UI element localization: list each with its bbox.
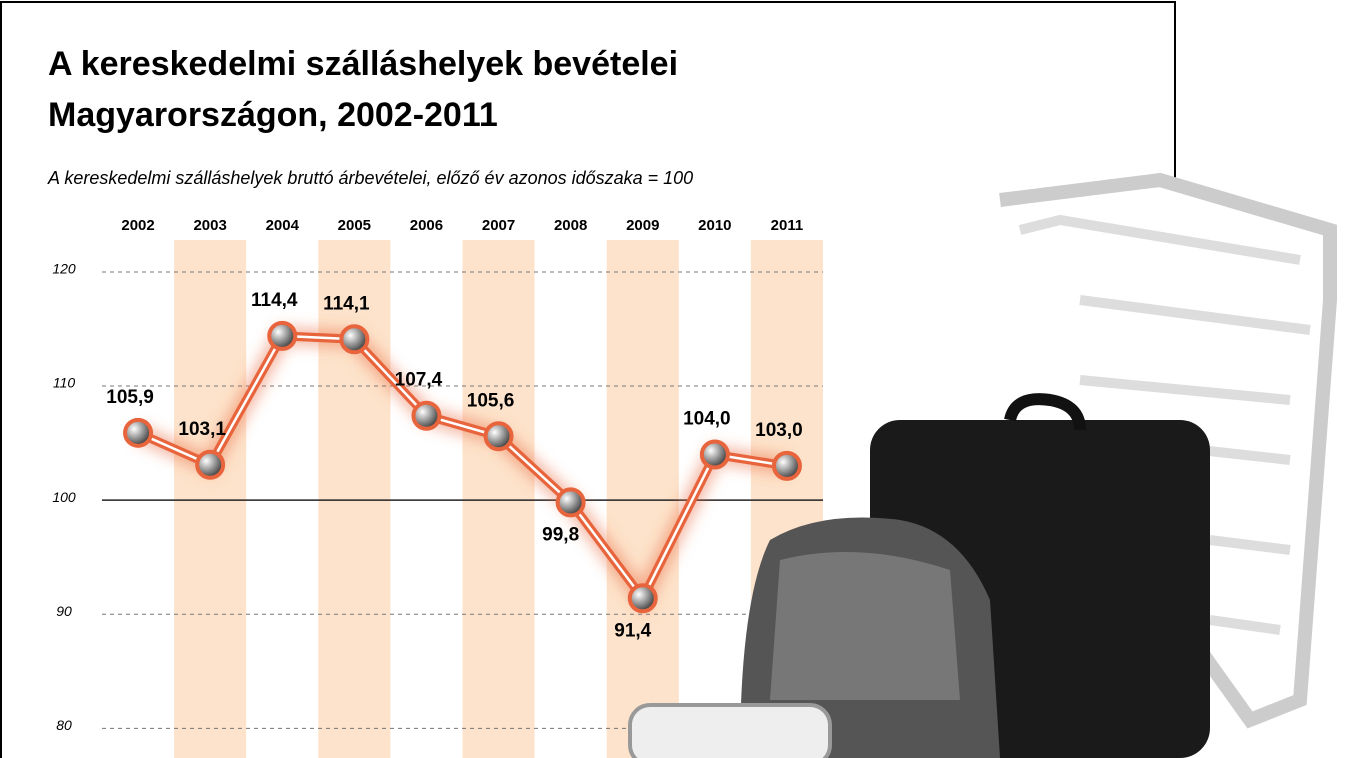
y-tick-label: 120 bbox=[52, 261, 76, 277]
point bbox=[195, 449, 226, 480]
data-label: 103,0 bbox=[755, 420, 803, 441]
data-label: 91,4 bbox=[614, 620, 651, 641]
band bbox=[606, 240, 679, 758]
data-label: 114,1 bbox=[323, 293, 370, 314]
x-tick-label: 2009 bbox=[626, 217, 659, 234]
y-tick-label: 100 bbox=[52, 489, 76, 505]
point bbox=[699, 439, 730, 470]
bands bbox=[174, 240, 823, 758]
luggage-illustration bbox=[628, 172, 1337, 758]
plot: 2002 2003 2004 2005 2006 2007 2008 2009 2010 2011… bbox=[106, 217, 803, 641]
x-tick-label: 2004 bbox=[266, 217, 300, 234]
x-tick-label: 2002 bbox=[121, 217, 154, 234]
point bbox=[123, 417, 154, 448]
point bbox=[555, 487, 586, 518]
x-tick-label: 2006 bbox=[410, 217, 443, 234]
data-label: 105,6 bbox=[467, 390, 515, 411]
x-tick-label: 2007 bbox=[482, 217, 515, 234]
chart-title: Magyarországon, 2002-2011 bbox=[48, 96, 498, 134]
data-label: 105,9 bbox=[106, 387, 154, 408]
x-tick-label: 2008 bbox=[554, 217, 587, 234]
data-label: 107,4 bbox=[395, 370, 443, 391]
x-tick-label: 2003 bbox=[193, 217, 226, 234]
point bbox=[339, 324, 370, 355]
x-tick-label: 2010 bbox=[698, 217, 731, 234]
chart-title: A kereskedelmi szálláshelyek bevételei bbox=[48, 45, 678, 83]
band bbox=[462, 240, 535, 758]
y-tick-label: 80 bbox=[56, 717, 72, 733]
line-highlight bbox=[137, 334, 788, 600]
y-tick-label: 110 bbox=[53, 375, 76, 391]
chart-subtitle: A kereskedelmi szálláshelyek bruttó árbe… bbox=[47, 168, 693, 188]
point bbox=[483, 421, 514, 452]
band bbox=[174, 240, 247, 758]
x-tick-label: 2005 bbox=[338, 217, 371, 234]
frame bbox=[0, 1, 1176, 758]
grid: 80 90 100 110 120 bbox=[52, 261, 823, 733]
x-tick-label: 2011 bbox=[771, 217, 804, 234]
data-label: 99,8 bbox=[542, 524, 579, 545]
point bbox=[627, 583, 658, 614]
y-tick-label: 90 bbox=[56, 603, 72, 619]
point bbox=[411, 400, 442, 431]
band bbox=[318, 240, 391, 758]
data-label: 104,0 bbox=[683, 409, 731, 430]
data-label: 103,1 bbox=[178, 419, 226, 440]
data-label: 114,4 bbox=[251, 290, 298, 311]
point bbox=[267, 320, 298, 351]
point bbox=[771, 450, 802, 481]
